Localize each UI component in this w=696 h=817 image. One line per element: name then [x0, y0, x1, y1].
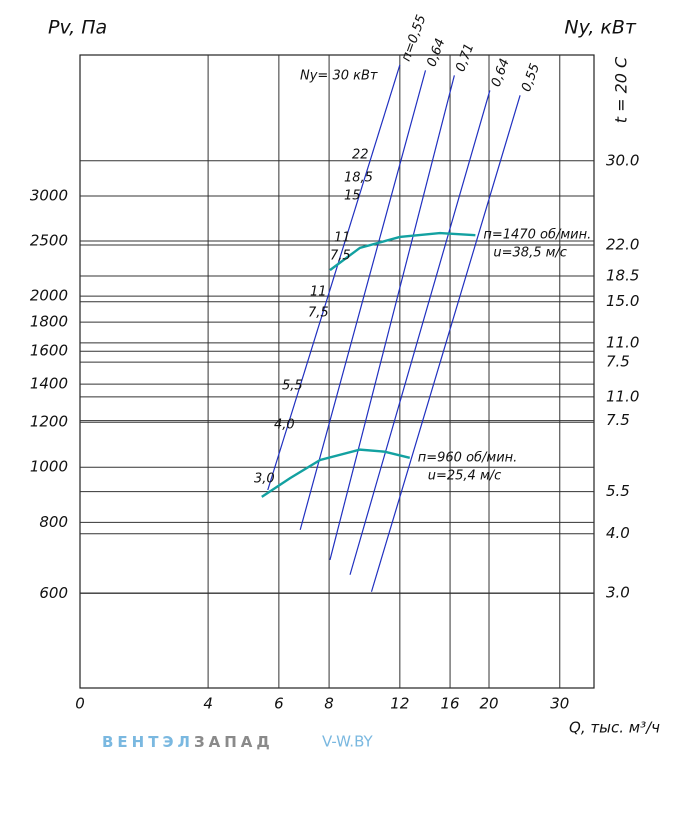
efficiency-line [370, 95, 521, 592]
efficiency-label: п=0,55 [399, 13, 430, 64]
efficiency-line [349, 90, 491, 575]
x-origin-label: 0 [75, 695, 85, 713]
annotation: 11 [310, 285, 327, 300]
annotation: Ny= 30 кВт [300, 69, 378, 84]
x-tick-label: 8 [324, 695, 334, 713]
speed-label: u=38,5 м/с [493, 246, 567, 261]
y-tick-label: 1200 [30, 413, 68, 431]
x-tick-label: 30 [550, 695, 569, 713]
x-tick-label: 12 [390, 695, 409, 713]
brand-site: V-W.BY [322, 733, 374, 751]
y-tick-label: 1600 [30, 342, 68, 360]
ny-tick-label: 5.5 [606, 482, 630, 500]
speed-label: u=25,4 м/с [428, 468, 502, 483]
efficiency-label: 0,71 [453, 42, 477, 74]
efficiency-label: 0,55 [519, 62, 543, 94]
pressure-curve [329, 231, 476, 272]
ny-tick-label: 7.5 [606, 411, 630, 429]
efficiency-label: 0,64 [424, 37, 448, 69]
plot-frame [79, 54, 595, 689]
y-tick-label: 1800 [30, 313, 68, 331]
pressure-curve [261, 448, 411, 498]
ny-tick-label: 4.0 [606, 524, 630, 542]
ny-tick-label: 3.0 [606, 583, 630, 601]
brand-dark: ЗАПАД [194, 733, 274, 751]
annotation: 5,5 [282, 379, 303, 394]
y-tick-label: 2500 [30, 232, 68, 250]
temperature-label: t = 20 С [612, 56, 631, 123]
ny-tick-label: 22.0 [606, 235, 639, 253]
ny-tick-label: 30.0 [606, 151, 639, 169]
annotation: 11 [334, 231, 351, 246]
x-tick-label: 6 [274, 695, 284, 713]
annotation: 7,5 [308, 306, 329, 321]
efficiency-line [267, 64, 401, 491]
brand-light: ВЕНТЭЛ [102, 733, 194, 751]
series-label: п=960 об/мин. [418, 450, 518, 465]
annotation: 4,0 [274, 418, 295, 433]
y-axis-label: Pv, Па [48, 17, 107, 39]
ny-tick-label: 11.0 [606, 333, 639, 351]
annotation: 18,5 [344, 171, 373, 186]
y-tick-label: 800 [39, 513, 68, 531]
ny-tick-label: 7.5 [606, 353, 630, 371]
annotation: 22 [352, 148, 369, 163]
brand-name: ВЕНТЭЛЗАПАД [102, 733, 274, 751]
y2-axis-label: Ny, кВт [564, 17, 637, 39]
y-tick-label: 600 [39, 584, 68, 602]
annotation: 7,5 [330, 249, 351, 264]
y-tick-label: 3000 [30, 186, 68, 204]
annotation: 3,0 [254, 472, 275, 487]
x-tick-label: 16 [441, 695, 460, 713]
ny-tick-label: 15.0 [606, 292, 639, 310]
y-tick-label: 1400 [30, 375, 68, 393]
efficiency-line [299, 70, 427, 531]
y-tick-label: 1000 [30, 458, 68, 476]
series-label: п=1470 об/мин. [483, 228, 591, 243]
ny-tick-label: 11.0 [606, 387, 639, 405]
x-tick-label: 4 [203, 695, 213, 713]
x-tick-label: 20 [479, 695, 498, 713]
efficiency-line [329, 75, 455, 561]
ny-tick-label: 18.5 [606, 266, 639, 284]
efficiency-label: 0,64 [489, 57, 513, 89]
y-tick-label: 2000 [30, 287, 68, 305]
annotation: 15 [344, 189, 361, 204]
x-axis-label: Q, тыс. м³/ч [569, 719, 660, 737]
